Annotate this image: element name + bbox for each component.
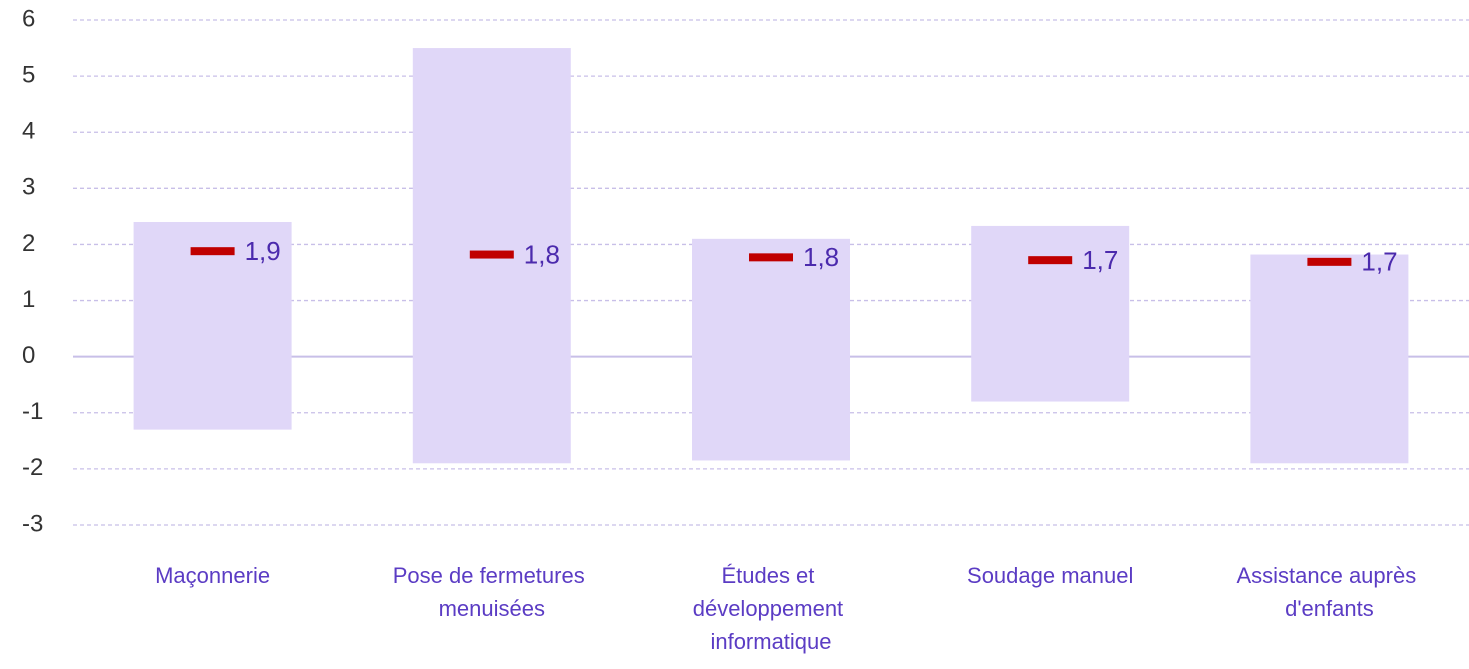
value-marker xyxy=(1307,257,1352,266)
x-tick-label: Soudage manuel xyxy=(967,563,1133,588)
x-tick-label: Assistance auprès d'enfants xyxy=(1236,563,1422,621)
range-bar xyxy=(971,225,1130,402)
value-marker xyxy=(1028,256,1073,265)
x-tick-label: Maçonnerie xyxy=(155,563,270,588)
y-tick-label: 3 xyxy=(22,174,35,201)
range-bar xyxy=(1250,254,1409,464)
value-label: 1,7 xyxy=(1082,245,1118,275)
value-marker xyxy=(469,250,514,259)
value-label: 1,9 xyxy=(245,236,281,266)
x-tick-label: Pose de fermetures menuisées xyxy=(393,563,591,621)
y-tick-label: 2 xyxy=(22,230,35,257)
value-label: 1,8 xyxy=(803,242,839,272)
y-tick-label: -2 xyxy=(22,454,43,481)
value-label: 1,8 xyxy=(524,239,560,269)
range-bar xyxy=(692,238,850,461)
y-tick-label: 0 xyxy=(22,342,35,369)
y-tick-label: 5 xyxy=(22,61,35,88)
y-tick-label: 1 xyxy=(22,286,35,313)
range-bar xyxy=(133,222,292,430)
value-marker xyxy=(190,247,235,256)
y-tick-label: 4 xyxy=(22,118,35,145)
y-tick-label: -1 xyxy=(22,398,43,425)
y-tick-label: -3 xyxy=(22,510,43,537)
x-tick-label: Études et développement informatique xyxy=(693,563,850,654)
y-tick-label: 6 xyxy=(22,5,35,32)
value-marker xyxy=(749,253,793,262)
value-label: 1,7 xyxy=(1361,247,1397,277)
